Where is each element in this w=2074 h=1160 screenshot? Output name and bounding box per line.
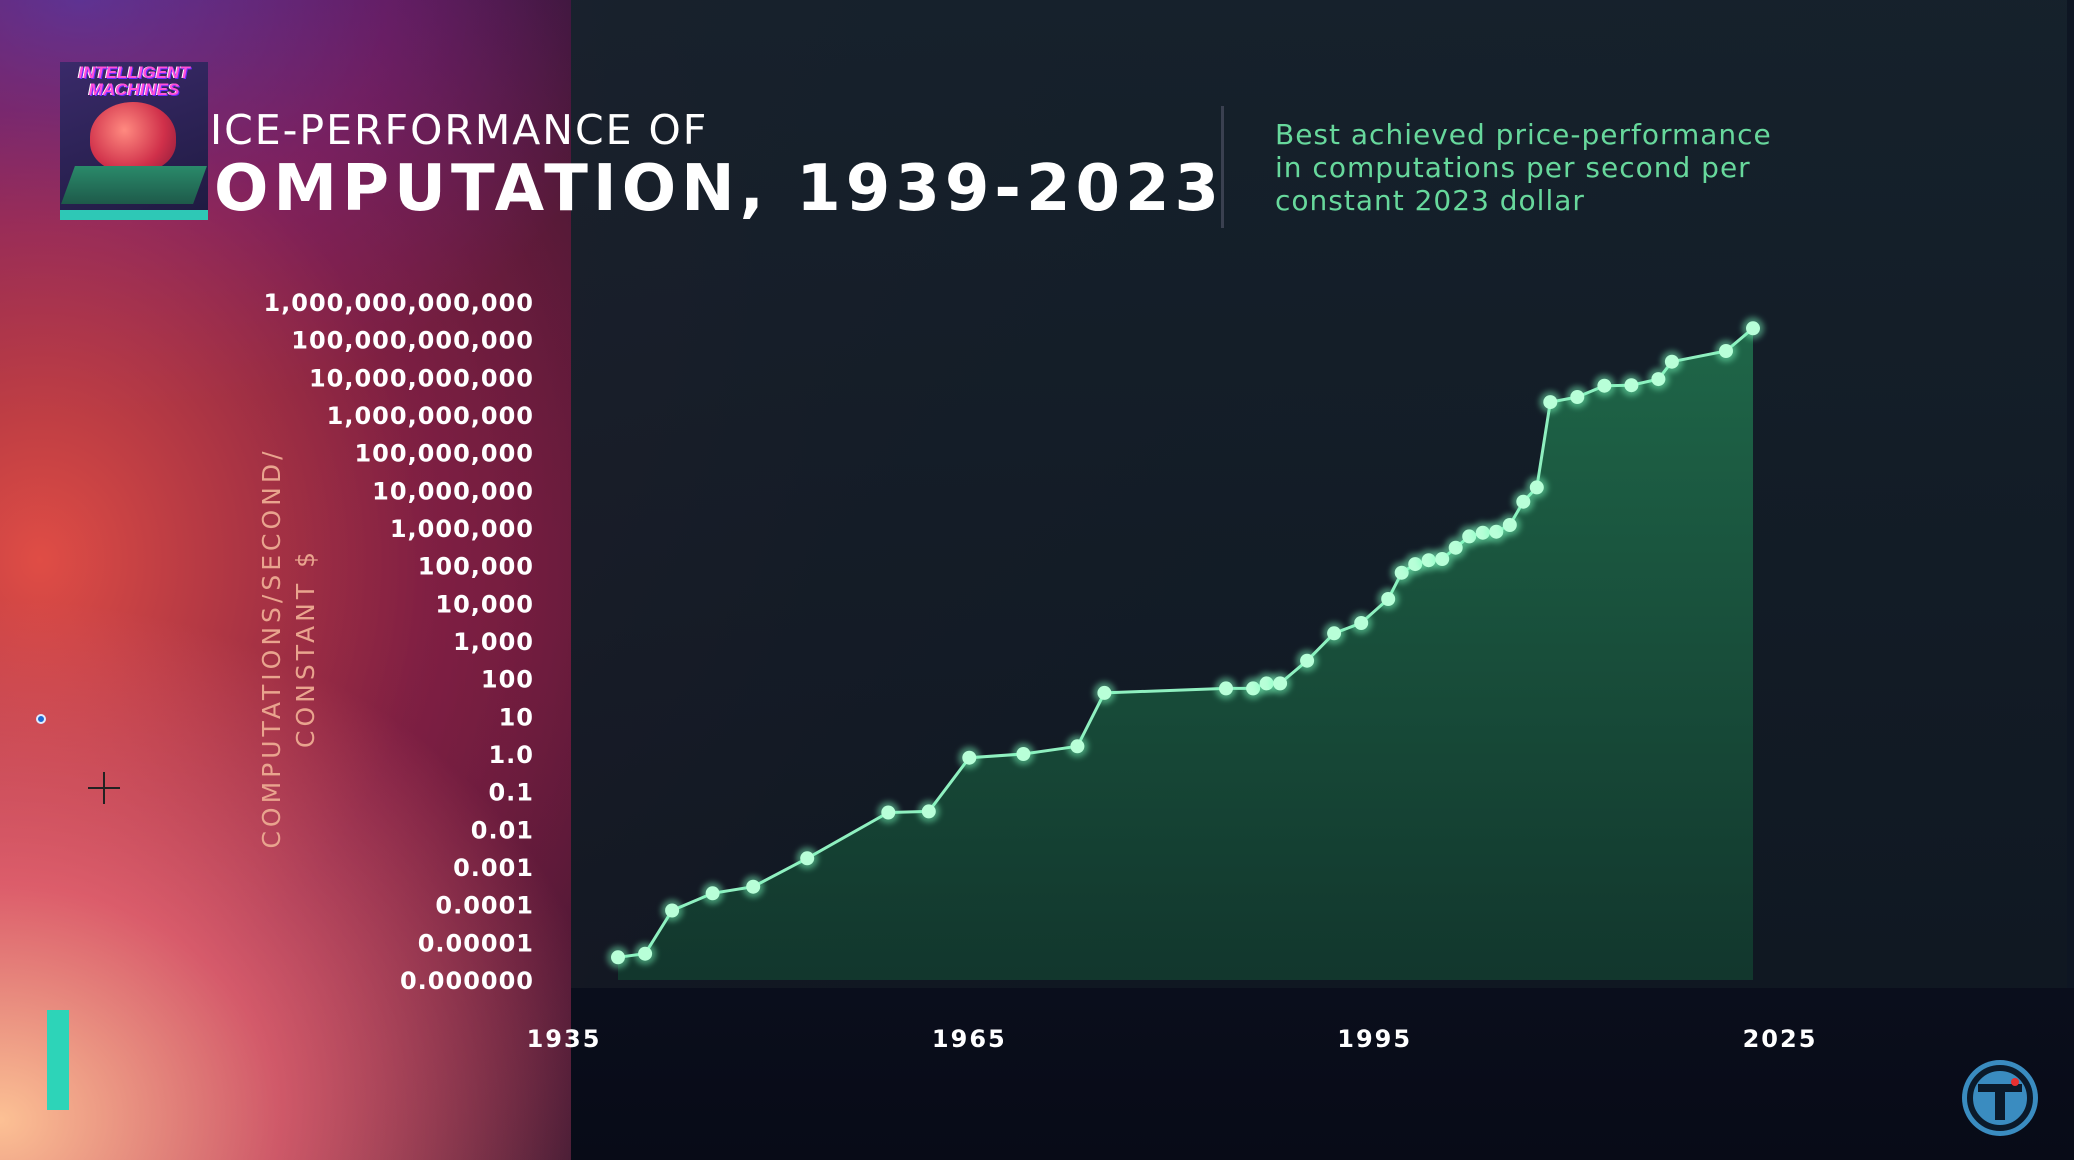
data-point: [1570, 390, 1585, 404]
y-tick-label: 100,000,000: [354, 440, 534, 468]
data-point: [962, 750, 977, 765]
twit-logo-icon[interactable]: [1960, 1058, 2040, 1138]
y-tick-label: 10,000,000,000: [309, 364, 534, 392]
logo-stripe: [60, 210, 208, 220]
data-point: [638, 946, 653, 961]
data-point: [705, 886, 720, 901]
crosshair-cursor-icon: [88, 772, 120, 804]
data-point: [1435, 552, 1450, 566]
data-point: [1543, 395, 1558, 410]
bottom-band: [571, 988, 2074, 1160]
chart-title-line1: ICE-PERFORMANCE OF: [210, 106, 709, 154]
y-tick-label: 10,000: [435, 590, 534, 618]
data-point: [1070, 739, 1085, 754]
data-point: [1300, 653, 1315, 668]
y-tick-label: 1,000,000,000,000: [263, 289, 534, 317]
subtitle-line: in computations per second per: [1275, 151, 1751, 184]
x-tick-label: 2025: [1743, 1025, 1818, 1053]
data-point: [1746, 321, 1760, 336]
y-tick-label: 100,000,000,000: [291, 327, 534, 355]
data-point: [1394, 565, 1409, 580]
y-tick-label: 1.0: [488, 741, 534, 769]
y-axis-label: COMPUTATIONS/SECOND/: [257, 447, 286, 848]
data-point: [1097, 685, 1112, 700]
intelligent-machines-logo: INTELLIGENT MACHINES: [60, 62, 208, 220]
header-divider: [1221, 106, 1224, 228]
x-tick-label: 1995: [1337, 1025, 1412, 1053]
data-point: [1219, 681, 1233, 696]
data-point: [1381, 592, 1396, 606]
y-tick-label: 10,000,000: [372, 477, 534, 505]
data-point: [1273, 676, 1288, 691]
y-tick-label: 0.1: [488, 779, 534, 807]
series-area: [618, 328, 1753, 980]
cursor-dot: [36, 714, 46, 724]
accent-bar: [47, 1010, 69, 1110]
y-tick-label: 1,000: [453, 628, 534, 656]
data-point: [1502, 518, 1517, 532]
data-point: [1624, 378, 1639, 393]
data-point: [746, 879, 761, 894]
data-point: [665, 903, 680, 918]
data-point: [881, 805, 896, 820]
y-tick-label: 10: [499, 703, 534, 731]
y-tick-label: 100,000: [418, 553, 534, 581]
data-point: [1354, 616, 1369, 630]
y-tick-label: 0.001: [453, 854, 534, 882]
y-axis-label: CONSTANT $: [291, 548, 320, 748]
data-point: [1448, 540, 1463, 555]
data-point: [800, 851, 815, 866]
data-point: [921, 804, 936, 819]
y-tick-label: 0.0001: [435, 892, 534, 920]
chart-subtitle: Best achieved price-performance in compu…: [1275, 118, 1895, 217]
chart-title-line2: OMPUTATION, 1939-2023: [214, 152, 1225, 226]
data-point: [1651, 372, 1666, 387]
subtitle-line: constant 2023 dollar: [1275, 184, 1585, 217]
y-tick-label: 1,000,000: [390, 515, 534, 543]
data-point: [1327, 626, 1342, 641]
x-tick-label: 1965: [932, 1025, 1007, 1053]
brain-icon: [90, 102, 176, 172]
data-point: [1719, 344, 1733, 358]
subtitle-line: Best achieved price-performance: [1275, 118, 1772, 151]
data-point: [611, 950, 625, 965]
y-tick-label: 0.000000: [400, 967, 534, 995]
data-point: [1516, 494, 1531, 509]
y-tick-label: 1,000,000,000: [327, 402, 534, 430]
data-point: [1529, 480, 1544, 495]
data-point: [1597, 378, 1612, 393]
logo-text: INTELLIGENT MACHINES: [78, 63, 190, 99]
x-tick-label: 1935: [527, 1025, 602, 1053]
y-tick-label: 0.01: [471, 816, 534, 844]
data-point: [1016, 747, 1031, 761]
data-point: [1664, 354, 1679, 369]
y-tick-label: 100: [481, 666, 534, 694]
y-tick-label: 0.00001: [418, 929, 534, 957]
